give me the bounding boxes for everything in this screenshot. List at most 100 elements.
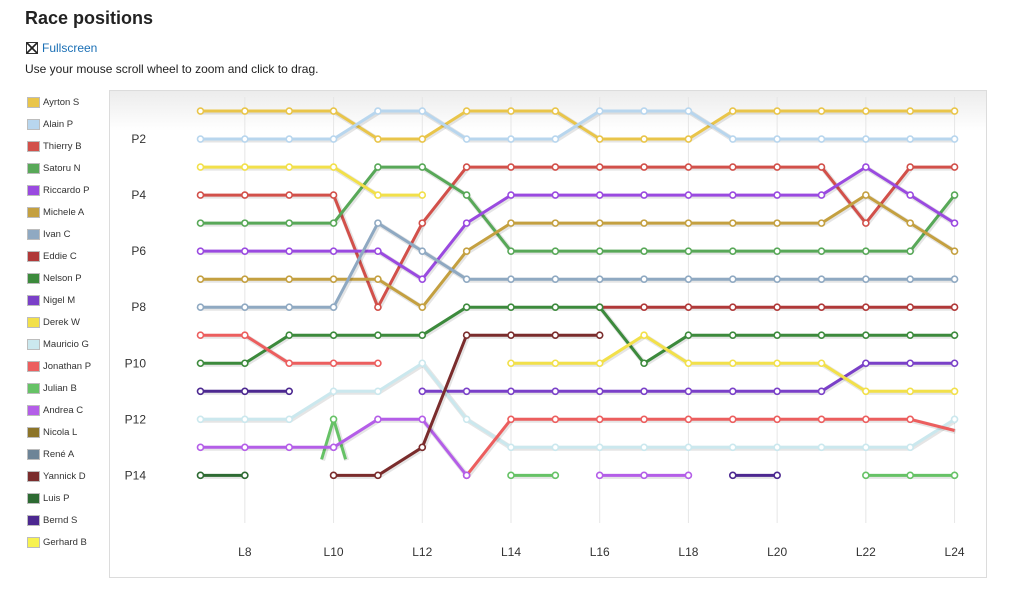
series-point[interactable]	[906, 135, 915, 143]
series-point[interactable]	[595, 415, 604, 424]
series-point[interactable]	[241, 163, 249, 171]
series-point[interactable]	[507, 219, 515, 227]
series-point[interactable]	[773, 219, 781, 227]
series-point[interactable]	[196, 303, 205, 311]
series-point[interactable]	[285, 387, 294, 396]
series-point[interactable]	[595, 275, 604, 283]
series-point[interactable]	[462, 135, 471, 143]
series-point[interactable]	[507, 331, 515, 340]
series-point[interactable]	[329, 275, 338, 283]
series-point[interactable]	[507, 107, 515, 115]
series-point[interactable]	[950, 219, 959, 227]
series-point[interactable]	[595, 163, 604, 171]
series-point[interactable]	[507, 191, 515, 199]
series-point[interactable]	[241, 359, 249, 368]
fullscreen-link[interactable]: Fullscreen	[26, 41, 97, 55]
series-point[interactable]	[329, 359, 338, 368]
series-point[interactable]	[329, 415, 338, 424]
series-point[interactable]	[241, 303, 249, 311]
series-point[interactable]	[817, 275, 826, 283]
series-point[interactable]	[196, 387, 205, 396]
series-point[interactable]	[329, 247, 338, 255]
series-point[interactable]	[196, 107, 205, 115]
series-point[interactable]	[817, 415, 826, 424]
series-point[interactable]	[950, 247, 959, 255]
series-point[interactable]	[241, 275, 249, 283]
series-point[interactable]	[817, 303, 826, 311]
series-point[interactable]	[817, 135, 826, 143]
series-point[interactable]	[906, 415, 915, 424]
series-point[interactable]	[862, 219, 870, 227]
series-point[interactable]	[285, 359, 294, 368]
series-point[interactable]	[507, 135, 515, 143]
legend-item-luis-p[interactable]: Luis P	[27, 487, 107, 509]
series-point[interactable]	[950, 135, 959, 143]
series-point[interactable]	[950, 387, 959, 396]
series-point[interactable]	[817, 191, 826, 199]
series-point[interactable]	[862, 415, 870, 424]
series-point[interactable]	[684, 247, 693, 255]
series-point[interactable]	[862, 163, 870, 171]
legend-item-nelson-p[interactable]: Nelson P	[27, 267, 107, 289]
series-point[interactable]	[374, 247, 382, 255]
series-point[interactable]	[728, 247, 737, 255]
series-point[interactable]	[507, 247, 515, 255]
series-point[interactable]	[862, 471, 870, 480]
legend-item-michele-a[interactable]: Michele A	[27, 201, 107, 223]
series-point[interactable]	[551, 471, 560, 480]
series-point[interactable]	[773, 471, 781, 480]
series-point[interactable]	[241, 387, 249, 396]
series-point[interactable]	[728, 303, 737, 311]
legend-item-julian-b[interactable]: Julian B	[27, 377, 107, 399]
series-point[interactable]	[773, 387, 781, 396]
series-point[interactable]	[418, 163, 427, 171]
legend-item-bernd-s[interactable]: Bernd S	[27, 509, 107, 531]
series-point[interactable]	[285, 135, 294, 143]
series-point[interactable]	[551, 415, 560, 424]
series-point[interactable]	[595, 303, 604, 311]
series-point[interactable]	[196, 415, 205, 424]
series-point[interactable]	[684, 303, 693, 311]
series-point[interactable]	[817, 219, 826, 227]
series-point[interactable]	[374, 163, 382, 171]
series-point[interactable]	[595, 247, 604, 255]
series-point[interactable]	[551, 275, 560, 283]
series-point[interactable]	[329, 331, 338, 340]
series-point[interactable]	[640, 415, 648, 424]
series-point[interactable]	[551, 219, 560, 227]
series-point[interactable]	[906, 471, 915, 480]
series-point[interactable]	[817, 387, 826, 396]
series-point[interactable]	[241, 443, 249, 452]
series-point[interactable]	[551, 247, 560, 255]
series-point[interactable]	[906, 107, 915, 115]
series-point[interactable]	[950, 359, 959, 368]
legend-item-thierry-b[interactable]: Thierry B	[27, 135, 107, 157]
series-point[interactable]	[862, 331, 870, 340]
series-point[interactable]	[374, 415, 382, 424]
series-point[interactable]	[374, 359, 382, 368]
series-point[interactable]	[773, 415, 781, 424]
series-point[interactable]	[418, 247, 427, 255]
series-point[interactable]	[241, 135, 249, 143]
series-point[interactable]	[950, 303, 959, 311]
series-point[interactable]	[862, 191, 870, 199]
series-point[interactable]	[507, 443, 515, 452]
series-point[interactable]	[374, 331, 382, 340]
series-point[interactable]	[285, 275, 294, 283]
series-point[interactable]	[773, 359, 781, 368]
series-point[interactable]	[684, 471, 693, 480]
series-point[interactable]	[906, 303, 915, 311]
series-point[interactable]	[950, 163, 959, 171]
series-point[interactable]	[817, 163, 826, 171]
series-point[interactable]	[595, 107, 604, 115]
series-point[interactable]	[684, 107, 693, 115]
series-point[interactable]	[684, 359, 693, 368]
series-point[interactable]	[462, 275, 471, 283]
series-point[interactable]	[462, 163, 471, 171]
series-point[interactable]	[329, 163, 338, 171]
series-point[interactable]	[862, 247, 870, 255]
series-point[interactable]	[551, 387, 560, 396]
series-point[interactable]	[374, 303, 382, 311]
series-point[interactable]	[285, 219, 294, 227]
series-point[interactable]	[329, 471, 338, 480]
